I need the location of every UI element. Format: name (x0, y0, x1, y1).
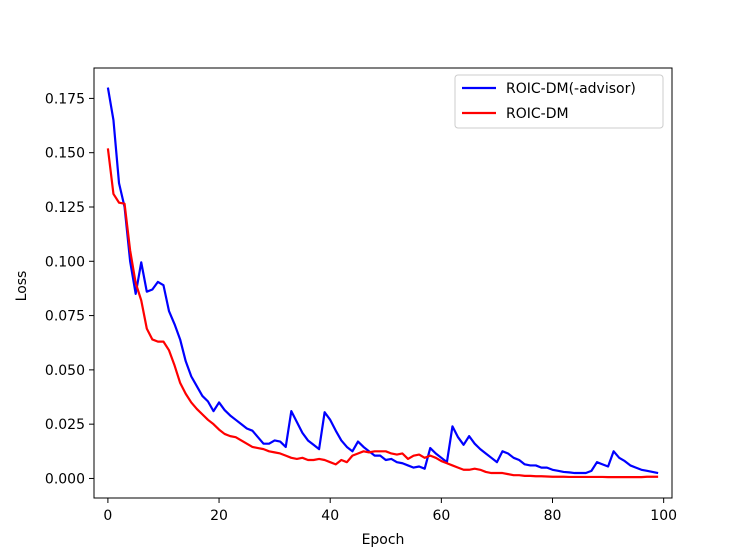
x-tick-label: 40 (321, 508, 339, 524)
x-axis: 0 20 40 60 80 100 (103, 498, 677, 524)
x-tick-label: 80 (544, 508, 562, 524)
y-tick-label: 0.175 (45, 91, 85, 107)
y-axis: 0.000 0.025 0.050 0.075 0.100 0.125 0.150 0.175 (45, 91, 94, 487)
y-tick-label: 0.000 (45, 471, 85, 487)
y-tick-label: 0.050 (45, 363, 85, 379)
y-tick-label: 0.075 (45, 309, 85, 325)
y-tick-label: 0.125 (45, 200, 85, 216)
series-layer (106, 87, 659, 479)
x-tick-label: 20 (210, 508, 228, 524)
legend-label-roic-dm: ROIC-DM (506, 106, 569, 122)
legend-label-advisor: ROIC-DM(-advisor) (506, 81, 636, 97)
series-line-1 (106, 148, 659, 479)
legend: ROIC-DM(-advisor) ROIC-DM (454, 74, 664, 129)
x-tick-label: 100 (650, 508, 677, 524)
plot-frame (93, 67, 673, 499)
y-tick-label: 0.150 (45, 146, 85, 162)
y-tick-label: 0.100 (45, 254, 85, 270)
series-line-0 (106, 87, 659, 475)
x-tick-label: 60 (432, 508, 450, 524)
x-tick-label: 0 (103, 508, 112, 524)
y-tick-label: 0.025 (45, 417, 85, 433)
x-axis-title: Epoch (362, 532, 405, 548)
y-axis-title: Loss (14, 271, 30, 302)
legend-frame (454, 74, 664, 129)
